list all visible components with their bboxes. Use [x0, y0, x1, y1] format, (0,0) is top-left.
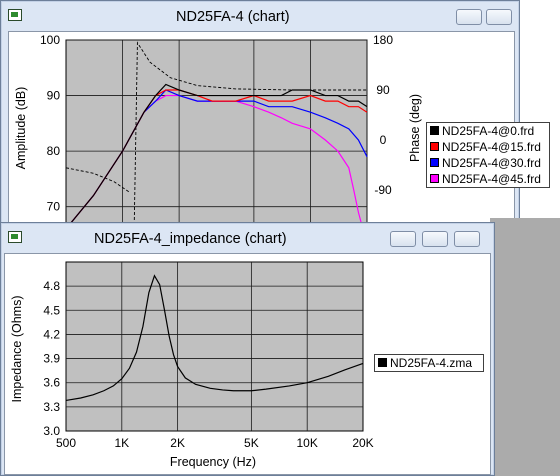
- imp-plot-grid: [65, 261, 364, 432]
- freq-y2-tick-label: -90: [374, 183, 392, 197]
- legend-swatch-3: [430, 174, 439, 183]
- freq-phase-high: [133, 41, 367, 230]
- imp-y-tick-label: 3.9: [43, 352, 60, 366]
- freq-y2-tick-label: 180: [373, 33, 393, 47]
- legend-item-1: ND25FA-4@15.frd: [427, 139, 549, 155]
- legend-item-0: ND25FA-4@0.frd: [427, 123, 549, 139]
- legend-label-2: ND25FA-4@30.frd: [442, 156, 541, 170]
- app-icon[interactable]: [8, 9, 22, 21]
- freq-chart-window[interactable]: ND25FA-4 (chart) Amplitude (dB) Phase (d…: [0, 0, 550, 235]
- imp-x-tick-label: 500: [56, 436, 76, 450]
- imp-y-axis-label: Impedance (Ohms): [10, 296, 24, 403]
- maximize-button[interactable]: [422, 231, 448, 247]
- freq-y-tick-label: 70: [47, 200, 61, 214]
- imp-y-tick-label: 4.2: [43, 327, 60, 341]
- imp-window-title: ND25FA-4_impedance (chart): [94, 231, 287, 247]
- legend-label-1: ND25FA-4@15.frd: [442, 140, 541, 154]
- imp-x-ticks: 500 1K 2K 5K 10K 20K: [56, 436, 374, 450]
- imp-x-tick-label: 1K: [114, 436, 129, 450]
- legend-swatch-0: [430, 126, 439, 135]
- imp-x-tick-label: 10K: [297, 436, 318, 450]
- impedance-chart: Impedance (Ohms) Frequency (Hz) 4.84.54.…: [10, 261, 374, 469]
- freq-plot-lines: [65, 41, 368, 230]
- freq-window-titlebar[interactable]: ND25FA-4 (chart): [1, 1, 519, 31]
- imp-y-tick-label: 3.6: [43, 376, 60, 390]
- imp-legend-swatch-0: [378, 358, 387, 367]
- minimize-button[interactable]: [390, 231, 416, 247]
- imp-y-tick-label: 3.0: [43, 424, 60, 438]
- freq-y-ticks: 100 90 80 70: [40, 33, 60, 214]
- freq-chart: Amplitude (dB) Phase (deg) 100 90 80 70 180…: [14, 33, 422, 230]
- freq-plot-grid: [65, 39, 368, 230]
- freq-y-tick-label: 100: [40, 33, 60, 47]
- legend-item-3: ND25FA-4@45.frd: [427, 171, 549, 187]
- plot-background: [65, 261, 364, 432]
- legend-swatch-2: [430, 158, 439, 167]
- freq-y-tick-label: 80: [47, 144, 61, 158]
- impedance-chart-area: Impedance (Ohms) Frequency (Hz) 4.8 4.5 4.…: [4, 253, 491, 475]
- imp-legend-label-0: ND25FA-4.zma: [390, 356, 473, 370]
- imp-legend: ND25FA-4.zma: [374, 354, 484, 372]
- maximize-button[interactable]: [486, 9, 512, 25]
- desktop-background: [490, 218, 560, 476]
- plot-background: [65, 39, 368, 230]
- imp-legend-item-0: ND25FA-4.zma: [375, 355, 483, 371]
- legend-swatch-1: [430, 142, 439, 151]
- imp-series-0: [65, 274, 364, 402]
- imp-window-titlebar[interactable]: ND25FA-4_impedance (chart): [1, 223, 494, 253]
- freq-legend: ND25FA-4@0.frd ND25FA-4@15.frd ND25FA-4@…: [426, 122, 550, 188]
- imp-y-tick-label: 3.3: [43, 400, 60, 414]
- impedance-chart-window[interactable]: ND25FA-4_impedance (chart) Impedance (Oh…: [0, 222, 495, 476]
- minimize-button[interactable]: [456, 9, 482, 25]
- freq-y2-ticks: 180 90 0 -90: [373, 33, 393, 197]
- freq-y2-tick-label: 0: [380, 133, 387, 147]
- freq-y2-axis-label: Phase (deg): [408, 94, 422, 162]
- imp-y-tick-label: 4.8: [43, 279, 60, 293]
- freq-y2-tick-label: 90: [376, 83, 390, 97]
- freq-series-3: [65, 83, 368, 230]
- imp-y-tick-label: 4.5: [43, 303, 60, 317]
- legend-label-3: ND25FA-4@45.frd: [442, 172, 541, 186]
- imp-y-ticks: 4.8 4.5 4.2 3.9 3.6 3.3 3.0: [43, 279, 60, 438]
- freq-y-axis-label: Amplitude (dB): [14, 87, 28, 170]
- imp-x-tick-label: 2K: [170, 436, 185, 450]
- app-icon[interactable]: [8, 231, 22, 243]
- freq-window-title: ND25FA-4 (chart): [176, 9, 290, 25]
- legend-item-2: ND25FA-4@30.frd: [427, 155, 549, 171]
- freq-y-tick-label: 90: [47, 89, 61, 103]
- freq-chart-area: Amplitude (dB) Phase (deg) 100 90 80 70 180…: [8, 31, 550, 231]
- imp-x-tick-label: 5K: [244, 436, 259, 450]
- imp-x-axis-label: Frequency (Hz): [170, 455, 256, 469]
- freq-phase-low: [65, 167, 131, 194]
- legend-label-0: ND25FA-4@0.frd: [442, 124, 535, 138]
- imp-plot-lines: [65, 274, 364, 402]
- close-button[interactable]: [454, 231, 480, 247]
- imp-x-tick-label: 20K: [352, 436, 373, 450]
